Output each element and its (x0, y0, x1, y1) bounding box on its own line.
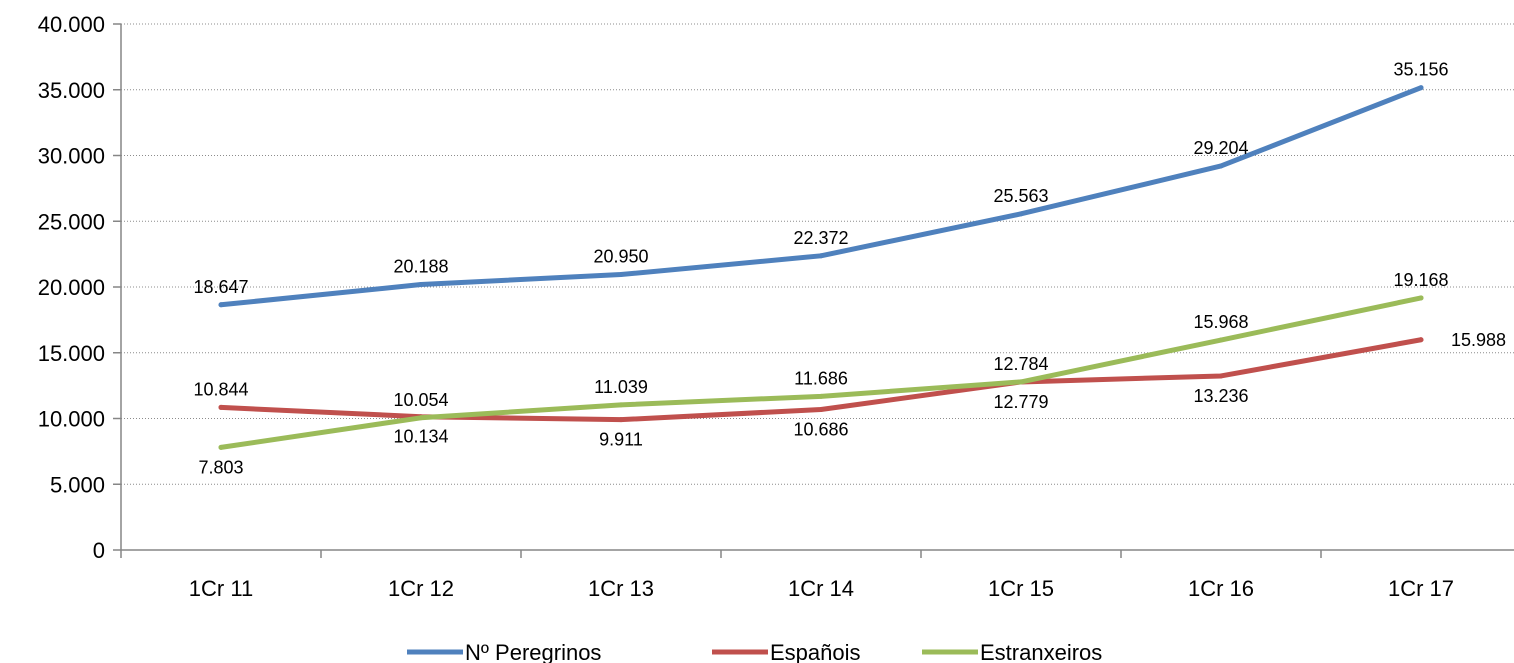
legend-label: Españois (770, 640, 861, 663)
x-tick-label: 1Cr 15 (988, 576, 1054, 601)
data-point (218, 302, 224, 308)
y-tick-label: 10.000 (38, 407, 105, 432)
data-point (1018, 211, 1024, 217)
y-tick-label: 15.000 (38, 341, 105, 366)
data-label: 12.784 (993, 354, 1048, 374)
legend-label: Nº Peregrinos (465, 640, 601, 663)
x-tick-label: 1Cr 13 (588, 576, 654, 601)
data-label: 11.686 (794, 368, 848, 388)
data-point (1418, 295, 1424, 301)
legend-label: Estranxeiros (980, 640, 1102, 663)
data-point (1018, 379, 1024, 385)
data-label: 10.054 (393, 390, 448, 410)
data-point (218, 444, 224, 450)
data-point (618, 417, 624, 423)
x-tick-label: 1Cr 11 (189, 576, 253, 601)
data-point (818, 406, 824, 412)
y-tick-label: 35.000 (38, 78, 105, 103)
data-point (418, 282, 424, 288)
y-tick-label: 5.000 (50, 472, 105, 497)
data-point (818, 253, 824, 259)
x-tick-label: 1Cr 14 (788, 576, 854, 601)
gridlines (121, 23, 1514, 485)
data-point (1418, 337, 1424, 343)
data-label: 12.779 (993, 392, 1048, 412)
legend: Nº Peregrinos Españois Estranxeiros (407, 640, 1102, 663)
data-point (1218, 373, 1224, 379)
data-label: 29.204 (1193, 138, 1248, 158)
data-label: 11.039 (594, 377, 648, 397)
data-point (1418, 85, 1424, 91)
series-lines (218, 85, 1424, 450)
data-label: 10.686 (793, 419, 848, 439)
data-point (618, 402, 624, 408)
data-label: 25.563 (993, 186, 1048, 206)
data-label: 22.372 (793, 228, 848, 248)
y-tick-label: 30.000 (38, 144, 105, 169)
data-label: 7.803 (198, 457, 243, 477)
data-point (1218, 163, 1224, 169)
data-point (1218, 337, 1224, 343)
y-tick-label: 25.000 (38, 209, 105, 234)
data-point (818, 393, 824, 399)
y-tick-label: 0 (93, 538, 105, 563)
data-label: 20.950 (593, 247, 648, 267)
data-label: 19.168 (1393, 270, 1448, 290)
axes: 0 5.000 10.000 15.000 20.000 25.000 30.000 35.0… (38, 12, 1514, 601)
data-label: 20.188 (393, 257, 448, 277)
x-tick-label: 1Cr 17 (1388, 576, 1454, 601)
x-tick-label: 1Cr 12 (388, 576, 454, 601)
data-label: 15.988 (1451, 330, 1506, 350)
data-label: 13.236 (1193, 386, 1248, 406)
data-label: 15.968 (1193, 312, 1248, 332)
data-label: 18.647 (193, 277, 248, 297)
data-label: 35.156 (1393, 60, 1448, 80)
data-label: 10.844 (193, 379, 248, 399)
data-label: 9.911 (599, 430, 643, 450)
data-point (218, 404, 224, 410)
data-label: 10.134 (393, 427, 448, 447)
x-tick-label: 1Cr 16 (1188, 576, 1254, 601)
data-point (418, 415, 424, 421)
data-point (618, 272, 624, 278)
y-tick-label: 20.000 (38, 275, 105, 300)
y-tick-label: 40.000 (38, 12, 105, 37)
data-labels: 18.647 20.188 20.950 22.372 25.563 29.204 35.1… (193, 60, 1506, 478)
